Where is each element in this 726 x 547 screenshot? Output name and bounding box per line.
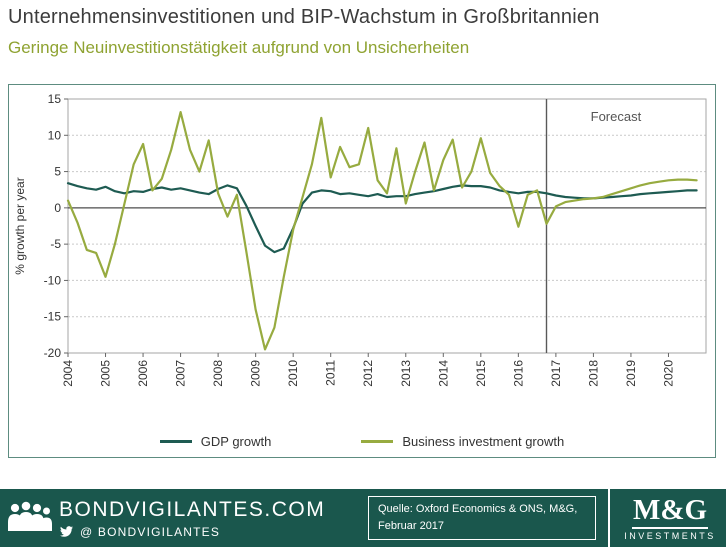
header: Unternehmensinvestitionen und BIP-Wachst… — [0, 0, 726, 58]
source-box: Quelle: Oxford Economics & ONS, M&G, Feb… — [368, 495, 596, 541]
x-tick-label: 2020 — [661, 360, 675, 387]
y-axis-title: % growth per year — [13, 177, 27, 274]
plot-border — [67, 98, 707, 354]
y-tick-label: -10 — [44, 273, 62, 287]
chart: Forecast % growth per year -20 -15 -10 -5 0 5 10… — [8, 84, 716, 458]
legend-label-gdp-growth: GDP growth — [200, 434, 272, 449]
mg-logo-rule — [632, 526, 708, 529]
x-tick-label: 2015 — [474, 360, 488, 387]
y-tick-label: 0 — [54, 201, 61, 215]
legend-item-business-investment-growth: Business investment growth — [361, 434, 564, 449]
y-tick-label: -15 — [44, 310, 62, 324]
x-tick-label: 2019 — [624, 360, 638, 387]
x-tick-label: 2008 — [211, 360, 225, 387]
x-tick-label: 2012 — [361, 360, 375, 387]
page-title: Unternehmensinvestitionen und BIP-Wachst… — [8, 6, 600, 28]
mg-logo-text: M&G — [632, 493, 708, 526]
y-tick-label: 15 — [48, 92, 62, 106]
chart-canvas: Forecast % growth per year -20 -15 -10 -5 0 5 10… — [13, 92, 707, 387]
footer: BONDVIGILANTES.COM @ BONDVIGILANTES Quel… — [0, 489, 726, 547]
brand-name[interactable]: BONDVIGILANTES.COM — [59, 497, 326, 521]
gdp-growth-line — [66, 182, 698, 254]
x-tick-label: 2005 — [99, 360, 113, 387]
y-tick-label: 10 — [48, 128, 62, 142]
x-tick-label: 2017 — [549, 360, 563, 387]
business-investment-line-swatch — [361, 440, 394, 443]
source-line-1: Quelle: Oxford Economics & ONS, M&G, — [378, 502, 578, 515]
x-tick-label: 2013 — [399, 360, 413, 387]
x-tick-label: 2010 — [286, 360, 300, 387]
x-tick-label: 2004 — [61, 360, 75, 387]
mg-logo: M&G INVESTMENTS — [622, 494, 718, 543]
x-tick-label: 2007 — [174, 360, 188, 387]
twitter-icon[interactable] — [59, 525, 74, 538]
page-subtitle: Geringe Neuinvestitionstätigkeit aufgrun… — [8, 38, 470, 57]
x-tick-label: 2018 — [586, 360, 600, 387]
brand-text: BONDVIGILANTES.COM @ BONDVIGILANTES — [59, 498, 325, 539]
twitter-handle[interactable]: @ BONDVIGILANTES — [80, 524, 221, 539]
source-line-2: Februar 2017 — [378, 520, 445, 532]
chart-legend: GDP growth Business investment growth — [9, 434, 715, 449]
y-tick-label: 5 — [54, 165, 61, 179]
x-tick-label: 2011 — [324, 360, 338, 386]
gdp-line-swatch — [159, 440, 192, 443]
mg-logo-subtext: INVESTMENTS — [624, 530, 716, 541]
crowd-icon — [8, 501, 52, 531]
y-tick-label: -20 — [44, 346, 62, 360]
y-tick-label: -5 — [50, 237, 61, 251]
legend-item-gdp-growth: GDP growth — [159, 434, 272, 449]
x-tick-label: 2016 — [511, 360, 525, 387]
footer-divider — [608, 489, 610, 547]
brand-block: BONDVIGILANTES.COM @ BONDVIGILANTES — [6, 498, 356, 539]
x-tick-label: 2014 — [436, 360, 450, 387]
brand-twitter-row: @ BONDVIGILANTES — [59, 525, 325, 539]
x-tick-label: 2006 — [136, 360, 150, 387]
x-tick-label: 2009 — [249, 360, 263, 387]
forecast-label: Forecast — [591, 109, 642, 124]
business-investment-growth-line — [66, 111, 698, 351]
legend-label-business-investment-growth: Business investment growth — [402, 434, 565, 449]
